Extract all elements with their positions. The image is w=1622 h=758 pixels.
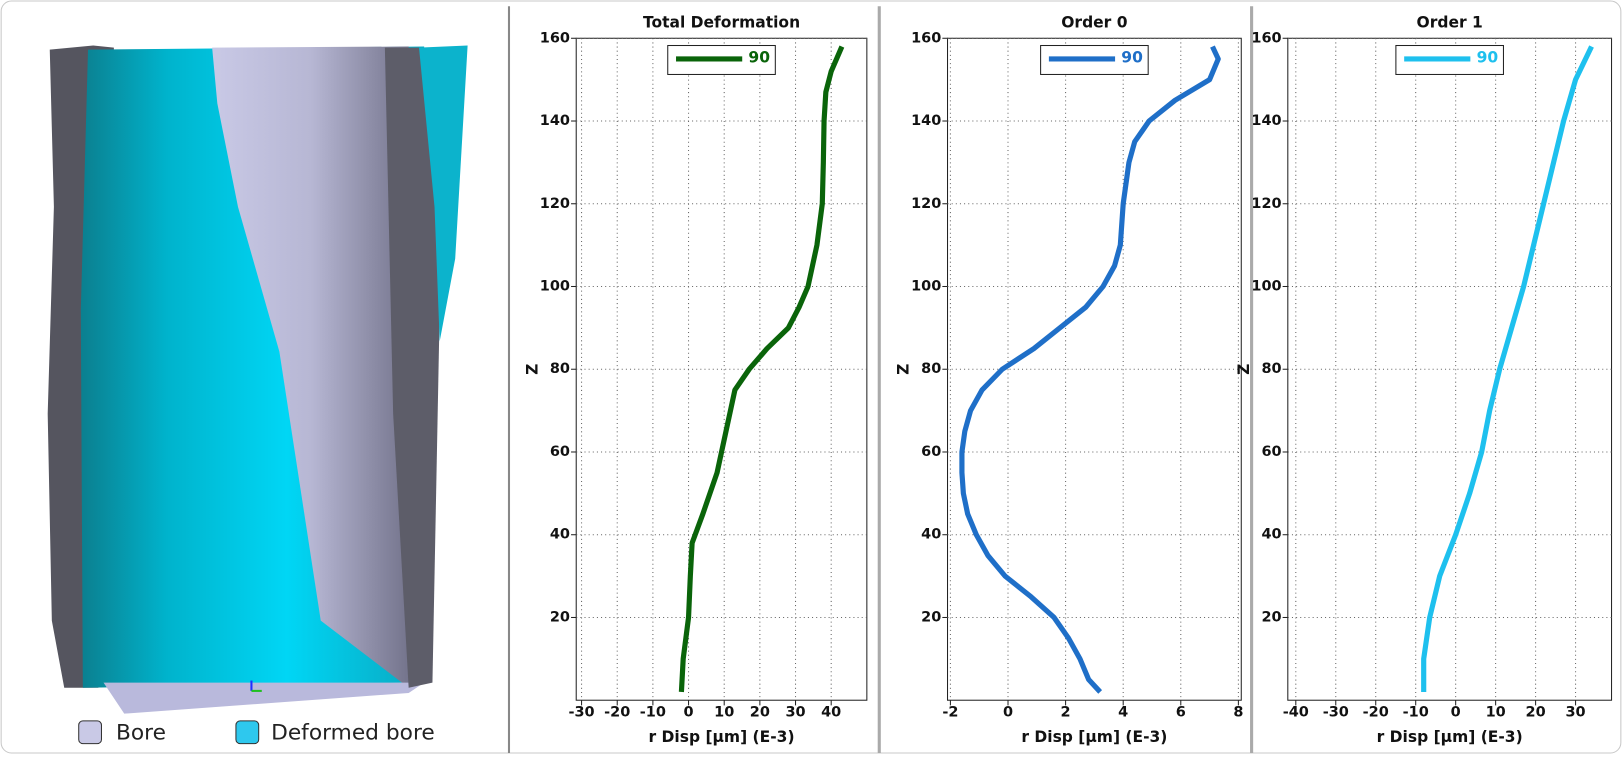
x-axis-label: r Disp [µm] (E-3) xyxy=(1377,728,1523,746)
x-tick-label: -10 xyxy=(1403,705,1429,721)
deformed-bore-edge xyxy=(419,45,468,342)
y-tick-label: 20 xyxy=(921,609,941,625)
x-tick-label: -20 xyxy=(1363,705,1389,721)
x-tick-label: -30 xyxy=(1323,705,1349,721)
legend-label: 90 xyxy=(748,48,770,66)
bore-surface xyxy=(212,46,409,688)
legend-swatch xyxy=(78,720,102,745)
x-tick-label: -20 xyxy=(604,705,630,721)
y-tick-label: 120 xyxy=(1251,196,1281,212)
y-tick-label: 80 xyxy=(1261,361,1281,377)
x-tick-label: 20 xyxy=(750,705,770,721)
y-axis-label: Z xyxy=(523,364,541,375)
x-tick-label: 4 xyxy=(1118,705,1128,721)
legend-label: Bore xyxy=(116,720,166,745)
x-tick-label: 0 xyxy=(1003,705,1013,721)
y-tick-label: 40 xyxy=(550,527,570,543)
x-tick-label: 30 xyxy=(785,705,805,721)
y-tick-label: 120 xyxy=(540,196,570,212)
y-axis-label: Z xyxy=(895,364,913,375)
x-tick-label: -40 xyxy=(1283,705,1309,721)
x-axis-label: r Disp [µm] (E-3) xyxy=(649,728,795,746)
y-tick-label: 60 xyxy=(550,444,570,460)
data-line xyxy=(1421,45,1594,692)
x-tick-label: -2 xyxy=(942,705,958,721)
y-tick-label: 40 xyxy=(1261,527,1281,543)
x-tick-label: -10 xyxy=(640,705,666,721)
y-tick-label: 60 xyxy=(921,444,941,460)
x-axis-label: r Disp [µm] (E-3) xyxy=(1021,728,1167,746)
y-tick-label: 40 xyxy=(921,527,941,543)
y-tick-label: 20 xyxy=(550,609,570,625)
x-tick-label: -30 xyxy=(568,705,594,721)
bore-bottom xyxy=(103,682,425,714)
y-tick-label: 120 xyxy=(911,196,941,212)
x-tick-label: 0 xyxy=(684,705,694,721)
y-tick-label: 140 xyxy=(540,113,570,129)
chart-title: Total Deformation xyxy=(643,13,800,31)
x-tick-label: 20 xyxy=(1526,705,1546,721)
y-tick-label: 60 xyxy=(1261,444,1281,460)
x-tick-label: 40 xyxy=(821,705,841,721)
legend-label: Deformed bore xyxy=(271,720,435,745)
y-tick-label: 160 xyxy=(540,30,570,46)
y-tick-label: 160 xyxy=(911,30,941,46)
y-tick-label: 100 xyxy=(540,278,570,294)
x-tick-label: 10 xyxy=(1486,705,1506,721)
legend-swatch xyxy=(235,720,260,745)
plot-area xyxy=(947,37,1242,701)
y-tick-label: 140 xyxy=(911,113,941,129)
chart-title: Order 0 xyxy=(1061,13,1127,31)
y-tick-label: 80 xyxy=(921,361,941,377)
y-tick-label: 160 xyxy=(1251,30,1281,46)
y-tick-label: 20 xyxy=(1261,609,1281,625)
legend-label: 90 xyxy=(1121,48,1143,66)
x-tick-label: 6 xyxy=(1176,705,1186,721)
y-tick-label: 100 xyxy=(911,278,941,294)
y-tick-label: 80 xyxy=(550,361,570,377)
bore-edge-right xyxy=(384,47,440,688)
x-tick-label: 10 xyxy=(714,705,734,721)
y-axis-label: Z xyxy=(1235,364,1253,375)
3d-view: Bore Deformed bore xyxy=(47,45,468,745)
legend-label: 90 xyxy=(1477,48,1499,66)
x-tick-label: 30 xyxy=(1566,705,1586,721)
chart-title: Order 1 xyxy=(1417,13,1483,31)
y-tick-label: 140 xyxy=(1251,113,1281,129)
y-tick-label: 100 xyxy=(1251,278,1281,294)
x-tick-label: 8 xyxy=(1233,705,1243,721)
x-tick-label: 0 xyxy=(1451,705,1461,721)
data-line xyxy=(959,45,1221,694)
data-line xyxy=(678,45,845,693)
x-tick-label: 2 xyxy=(1061,705,1071,721)
